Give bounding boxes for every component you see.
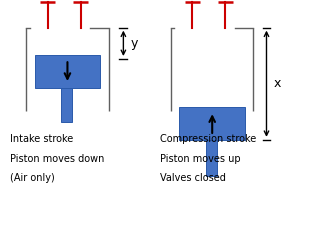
Text: Compression stroke: Compression stroke (160, 134, 256, 144)
Bar (179, 107, 245, 140)
Bar (35, 55, 100, 88)
Bar (206, 140, 217, 176)
Text: (Air only): (Air only) (10, 173, 55, 183)
Text: Piston moves up: Piston moves up (160, 154, 240, 164)
Text: y: y (131, 37, 138, 50)
Text: x: x (274, 77, 281, 90)
Text: Piston moves down: Piston moves down (10, 154, 104, 164)
Text: Intake stroke: Intake stroke (10, 134, 73, 144)
Text: Valves closed: Valves closed (160, 173, 225, 183)
Bar (61, 88, 72, 122)
